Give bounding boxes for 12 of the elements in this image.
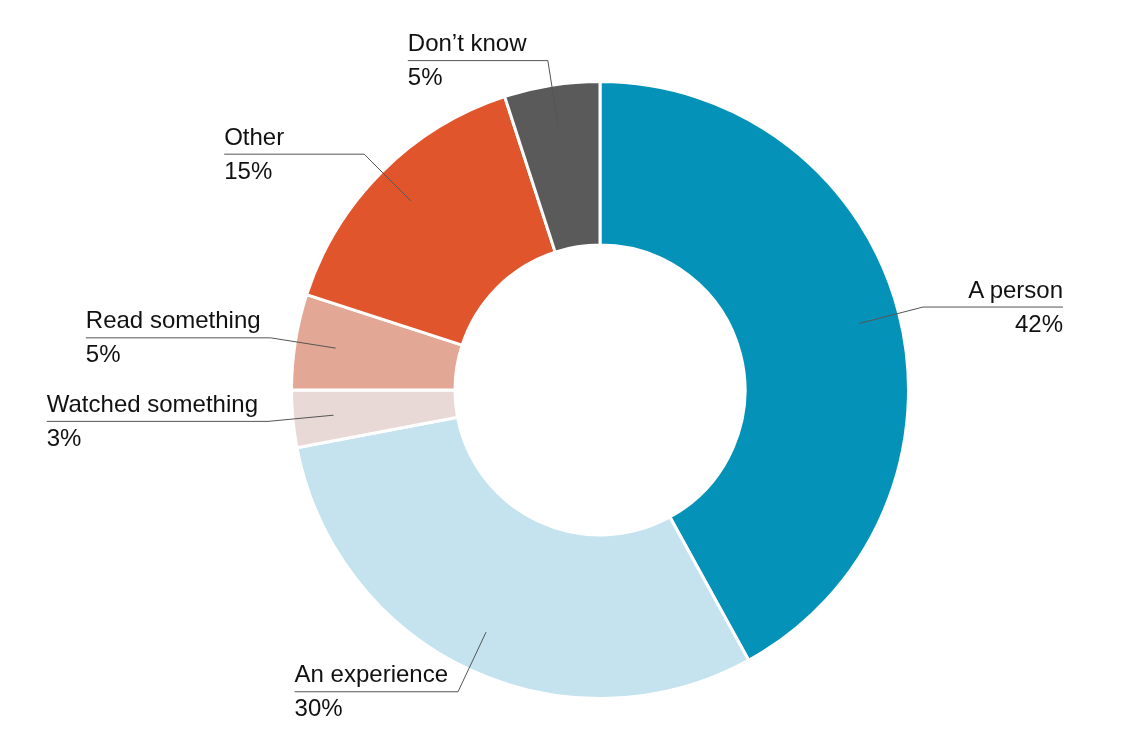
data-label: 3% <box>46 424 82 452</box>
data-label: 42% <box>1014 309 1064 337</box>
data-label: 30% <box>294 694 343 722</box>
slice-label: Read something <box>85 306 261 334</box>
slice-label: Other <box>224 122 285 150</box>
slice-label: An experience <box>294 660 449 688</box>
data-label: 5% <box>407 63 443 91</box>
slice-label: Don’t know <box>407 29 528 57</box>
slice-label: Watched something <box>46 390 258 418</box>
slice-label: A person <box>968 275 1064 303</box>
data-label: 5% <box>85 340 121 368</box>
data-label: 15% <box>224 156 273 184</box>
